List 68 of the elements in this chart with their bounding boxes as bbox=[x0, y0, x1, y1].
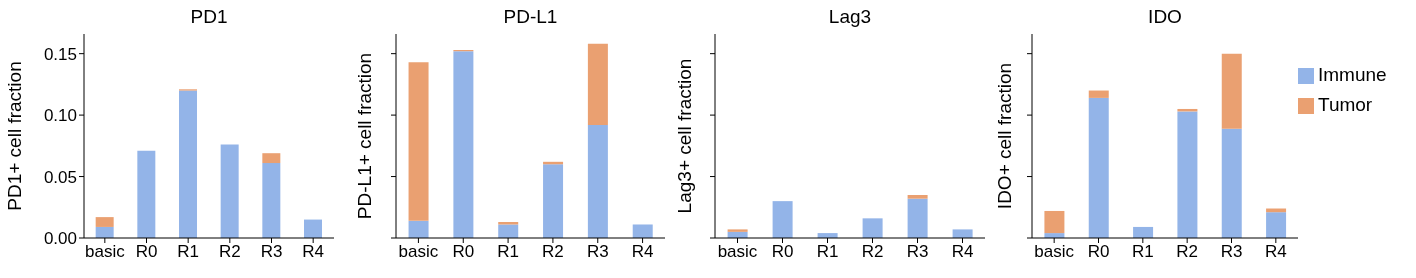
bar bbox=[1177, 111, 1198, 238]
bar bbox=[220, 144, 239, 238]
x-tick-label: R1 bbox=[816, 242, 839, 262]
y-tick-label: 0.05 bbox=[43, 167, 77, 187]
chart-title: Lag3 bbox=[827, 6, 873, 28]
bar bbox=[907, 198, 928, 238]
bar bbox=[587, 124, 608, 238]
bar bbox=[304, 219, 322, 238]
chart-title: PD-L1 bbox=[502, 6, 559, 28]
bar bbox=[632, 224, 653, 238]
x-tick-label: R0 bbox=[771, 242, 794, 262]
bar bbox=[262, 153, 281, 164]
x-tick-label: R3 bbox=[586, 242, 609, 262]
bar bbox=[408, 62, 429, 221]
bar bbox=[952, 229, 973, 238]
x-tick-label: R2 bbox=[218, 242, 241, 262]
x-tick-label: R3 bbox=[906, 242, 929, 262]
bar bbox=[137, 150, 156, 238]
x-tick-label: basic bbox=[1034, 242, 1075, 262]
legend-label: Immune bbox=[1318, 64, 1387, 85]
x-tick-label: R0 bbox=[1087, 242, 1110, 262]
y-axis-title: PD-L1+ cell fraction bbox=[353, 52, 375, 220]
x-tick-label: R3 bbox=[260, 242, 283, 262]
x-tick-label: R4 bbox=[951, 242, 974, 262]
bar bbox=[907, 194, 928, 199]
x-tick-label: R2 bbox=[1176, 242, 1199, 262]
x-tick-label: basic bbox=[84, 242, 126, 262]
legend-label: Tumor bbox=[1318, 94, 1373, 115]
bar bbox=[543, 164, 564, 238]
y-tick-label: 0.15 bbox=[43, 44, 77, 64]
bar bbox=[1221, 128, 1242, 238]
bar bbox=[453, 51, 474, 238]
chart-title: PD1 bbox=[189, 6, 229, 28]
y-axis-title: PD1+ cell fraction bbox=[3, 61, 25, 211]
y-axis-title: Lag3+ cell fraction bbox=[673, 58, 695, 214]
bar bbox=[95, 226, 114, 238]
x-tick-label: basic bbox=[717, 242, 758, 262]
x-tick-label: R4 bbox=[1264, 242, 1287, 262]
bar bbox=[1221, 53, 1242, 129]
chart-title: IDO bbox=[1147, 6, 1183, 28]
y-tick-label: 0.10 bbox=[43, 106, 77, 126]
x-tick-label: R1 bbox=[1131, 242, 1154, 262]
x-tick-label: R1 bbox=[177, 242, 200, 262]
bar bbox=[772, 201, 793, 238]
x-tick-label: R4 bbox=[631, 242, 654, 262]
x-tick-label: basic bbox=[398, 242, 439, 262]
x-tick-label: R0 bbox=[135, 242, 158, 262]
bar bbox=[498, 224, 519, 238]
bar bbox=[408, 220, 429, 238]
x-tick-label: R3 bbox=[1220, 242, 1243, 262]
bar bbox=[179, 90, 197, 238]
x-tick-label: R4 bbox=[302, 242, 325, 262]
bar bbox=[1088, 97, 1109, 238]
bar bbox=[1088, 90, 1109, 98]
bar bbox=[95, 217, 114, 227]
bar bbox=[862, 218, 883, 238]
x-tick-label: R2 bbox=[861, 242, 884, 262]
x-tick-label: R2 bbox=[542, 242, 564, 262]
bar bbox=[1266, 212, 1287, 238]
bar bbox=[587, 43, 608, 125]
bar bbox=[262, 163, 281, 238]
x-tick-label: R0 bbox=[452, 242, 475, 262]
bar bbox=[1044, 210, 1065, 234]
y-axis-title: IDO+ cell fraction bbox=[993, 62, 1015, 210]
bar bbox=[1133, 226, 1154, 238]
bar bbox=[727, 229, 748, 232]
y-tick-label: 0.00 bbox=[43, 229, 77, 249]
x-tick-label: R1 bbox=[497, 242, 519, 262]
